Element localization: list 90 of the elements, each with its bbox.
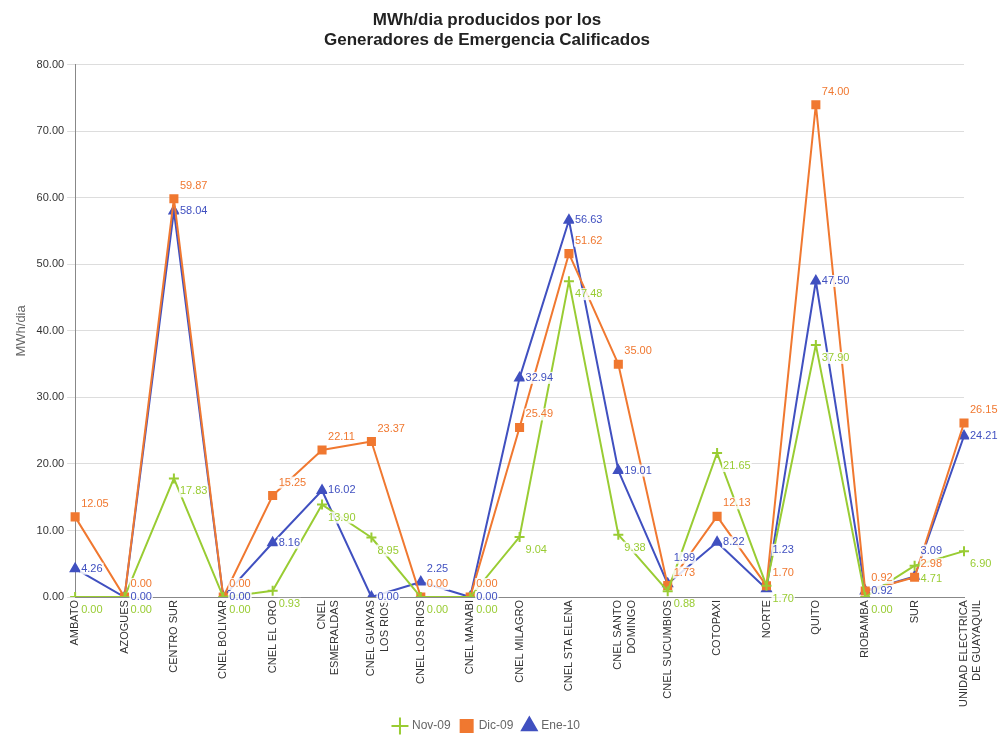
data-label: 56.63 [574, 213, 603, 226]
data-label: 1.70 [772, 591, 794, 604]
x-tick-label: CNEL LOS RIOS [413, 600, 426, 684]
data-label: 17.83 [179, 484, 208, 497]
x-tick-label: AMBATO [68, 599, 81, 646]
legend-label: Dic-09 [478, 718, 514, 733]
y-tick-label: 10.00 [36, 523, 65, 536]
x-tick-label: CNEL ESMERALDAS [315, 600, 341, 676]
x-tick-label: RIOBAMBA [858, 599, 871, 659]
data-label: 3.09 [920, 543, 943, 556]
x-tick-label: CNEL BOLIVAR [216, 599, 229, 679]
data-label: 0.00 [426, 577, 449, 590]
data-label: 37.90 [821, 350, 850, 363]
data-label: 16.02 [328, 483, 356, 496]
legend-label: Ene-10 [541, 718, 581, 733]
x-tick-label: NORTE [759, 600, 772, 639]
data-label: 0.00 [229, 577, 251, 590]
data-label: 0.00 [871, 603, 893, 616]
data-label: 32.94 [525, 370, 554, 383]
y-tick-label: 70.00 [36, 124, 65, 137]
y-tick-label: 20.00 [36, 457, 65, 470]
y-tick-label: 30.00 [36, 390, 65, 403]
data-label: 51.62 [574, 233, 603, 246]
data-label: 0.00 [476, 603, 498, 616]
data-label: 35.00 [624, 344, 652, 357]
y-tick-label: 80.00 [36, 57, 65, 70]
data-label: 0.00 [476, 577, 498, 590]
data-label: 21.65 [723, 459, 751, 472]
data-label: 9.04 [525, 542, 547, 555]
data-label: 0.00 [426, 603, 449, 616]
data-label: 4.26 [81, 561, 103, 574]
data-label: 2.25 [426, 562, 449, 575]
x-tick-label: CNEL GUAYAS LOS RIOS [364, 600, 390, 677]
chart-title: MWh/dia producidos por los Generadores de Emergencia Calificados [324, 9, 650, 50]
data-label: 0.92 [871, 570, 893, 583]
data-label: 24.21 [970, 429, 998, 441]
y-tick-label: 50.00 [36, 257, 65, 270]
x-tick-label: COTOPAXI [710, 600, 723, 656]
data-label: 6.90 [970, 557, 992, 570]
data-label: 12.13 [723, 496, 751, 509]
legend-label: Nov-09 [411, 718, 451, 733]
y-axis-title: MWh/dia [13, 304, 29, 357]
x-tick-label: CNEL EL ORO [265, 599, 278, 674]
data-label: 1.73 [673, 565, 696, 578]
data-label: 0.00 [130, 603, 152, 616]
x-tick-label: CENTRO SUR [166, 599, 179, 673]
data-label: 23.37 [377, 421, 405, 434]
data-label: 74.00 [821, 84, 850, 97]
data-label: 9.38 [624, 540, 646, 553]
x-tick-label: CNEL MANABI [463, 600, 476, 675]
data-label: 0.00 [81, 603, 103, 616]
data-label: 47.48 [574, 287, 603, 300]
data-label: 0.00 [130, 577, 152, 590]
data-label: 1.99 [673, 550, 696, 563]
data-label: 1.70 [772, 565, 794, 578]
data-label: 0.00 [229, 603, 251, 616]
data-label: 0.92 [871, 583, 893, 596]
y-tick-label: 40.00 [36, 323, 65, 336]
x-tick-label: UNIDAD ELECTRICA DE GUAYAQUIL [957, 599, 983, 708]
data-label: 8.22 [723, 535, 745, 548]
data-label: 25.49 [525, 407, 554, 420]
x-tick-label: QUITO [808, 599, 821, 635]
data-label: 2.98 [920, 557, 943, 570]
data-label: 47.50 [821, 274, 850, 287]
data-label: 22.11 [328, 429, 355, 442]
data-label: 0.00 [377, 590, 399, 603]
data-label: 8.95 [377, 543, 399, 556]
data-label: 12.05 [81, 496, 109, 509]
x-tick-label: CNEL STA ELENA [561, 599, 574, 692]
x-tick-label: CNEL SANTO DOMINGO [611, 599, 637, 670]
data-label: 13.90 [328, 510, 356, 523]
data-label: 59.87 [179, 178, 208, 191]
data-label: 0.00 [130, 590, 152, 603]
data-label: 19.01 [624, 463, 652, 476]
y-tick-label: 60.00 [36, 190, 65, 203]
data-label: 15.25 [278, 475, 307, 488]
x-tick-label: SUR [907, 599, 920, 624]
data-label: 0.00 [476, 590, 498, 603]
data-label: 4.71 [920, 571, 943, 584]
data-label: 0.00 [229, 590, 251, 603]
x-tick-label: CNEL MILAGRO [512, 599, 525, 683]
data-label: 1.23 [772, 542, 794, 555]
x-tick-label: CNEL SUCUMBIOS [660, 600, 673, 699]
data-label: 58.04 [179, 203, 208, 216]
data-label: 26.15 [970, 403, 998, 416]
data-label: 0.88 [673, 597, 696, 610]
data-label: 8.16 [278, 535, 301, 548]
x-tick-label: AZOGUES [117, 600, 130, 654]
data-label: 0.93 [278, 596, 301, 609]
y-tick-label: 0.00 [42, 590, 65, 603]
